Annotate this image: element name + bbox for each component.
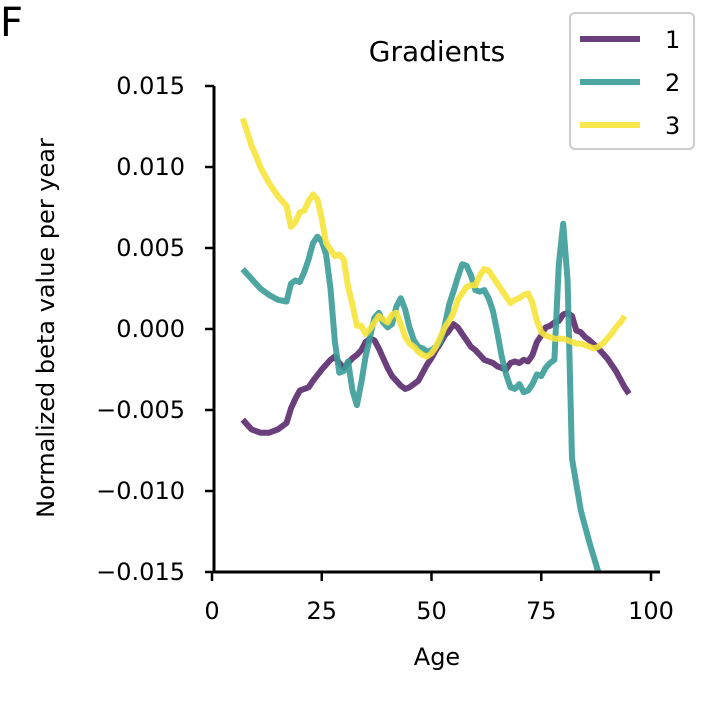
y-tick-label: −0.010 [96,477,185,505]
series-line-3 [239,117,628,360]
y-tick-label: 0.010 [116,153,185,181]
legend-label-1: 1 [665,26,680,54]
x-axis-label: Age [414,643,460,671]
y-tick-label: −0.005 [96,396,185,424]
tick-layer: 0 25 50 75 100 0.015 0.010 0.005 0.000 −0.005 −0.0… [96,72,674,625]
y-tick-label: 0.000 [116,315,185,343]
chart-title: Gradients [369,35,505,68]
series-line-2 [240,220,602,572]
x-tick-label: 75 [526,597,557,625]
x-tick-label: 50 [416,597,447,625]
y-tick-label: 0.015 [116,72,185,100]
legend: 1 2 3 [569,12,695,150]
legend-label-3: 3 [665,112,680,140]
series-layer [239,117,632,572]
y-tick-label: −0.015 [96,558,185,586]
y-axis-label: Normalized beta value per year [32,138,60,518]
x-tick-label: 0 [204,597,219,625]
panel-label: F [0,0,23,46]
x-tick-label: 100 [628,597,674,625]
legend-label-2: 2 [665,69,680,97]
y-tick-label: 0.005 [116,234,185,262]
x-tick-label: 25 [306,597,337,625]
